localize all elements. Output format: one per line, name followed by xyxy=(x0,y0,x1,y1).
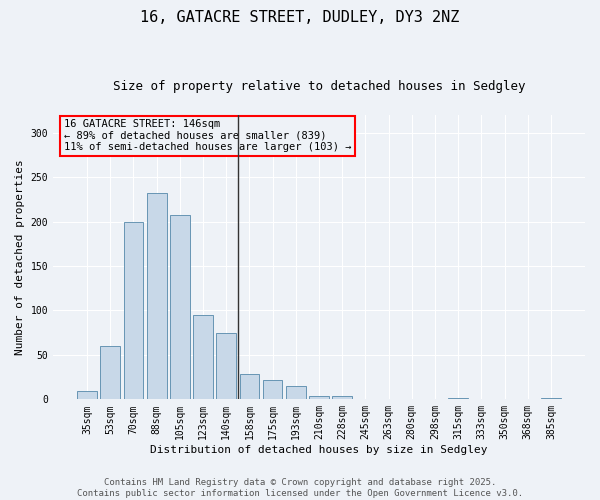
Bar xyxy=(541,398,561,400)
Bar xyxy=(448,398,468,400)
Text: Contains HM Land Registry data © Crown copyright and database right 2025.
Contai: Contains HM Land Registry data © Crown c… xyxy=(77,478,523,498)
Bar xyxy=(263,380,283,400)
Bar xyxy=(332,396,352,400)
Bar xyxy=(286,386,305,400)
Text: 16, GATACRE STREET, DUDLEY, DY3 2NZ: 16, GATACRE STREET, DUDLEY, DY3 2NZ xyxy=(140,10,460,25)
Bar xyxy=(217,332,236,400)
Text: 16 GATACRE STREET: 146sqm
← 89% of detached houses are smaller (839)
11% of semi: 16 GATACRE STREET: 146sqm ← 89% of detac… xyxy=(64,120,351,152)
Bar xyxy=(124,222,143,400)
X-axis label: Distribution of detached houses by size in Sedgley: Distribution of detached houses by size … xyxy=(150,445,488,455)
Bar xyxy=(100,346,120,400)
Bar xyxy=(239,374,259,400)
Bar xyxy=(147,193,167,400)
Title: Size of property relative to detached houses in Sedgley: Size of property relative to detached ho… xyxy=(113,80,525,93)
Bar xyxy=(77,392,97,400)
Bar xyxy=(309,396,329,400)
Y-axis label: Number of detached properties: Number of detached properties xyxy=(15,160,25,355)
Bar xyxy=(193,315,213,400)
Bar xyxy=(170,216,190,400)
